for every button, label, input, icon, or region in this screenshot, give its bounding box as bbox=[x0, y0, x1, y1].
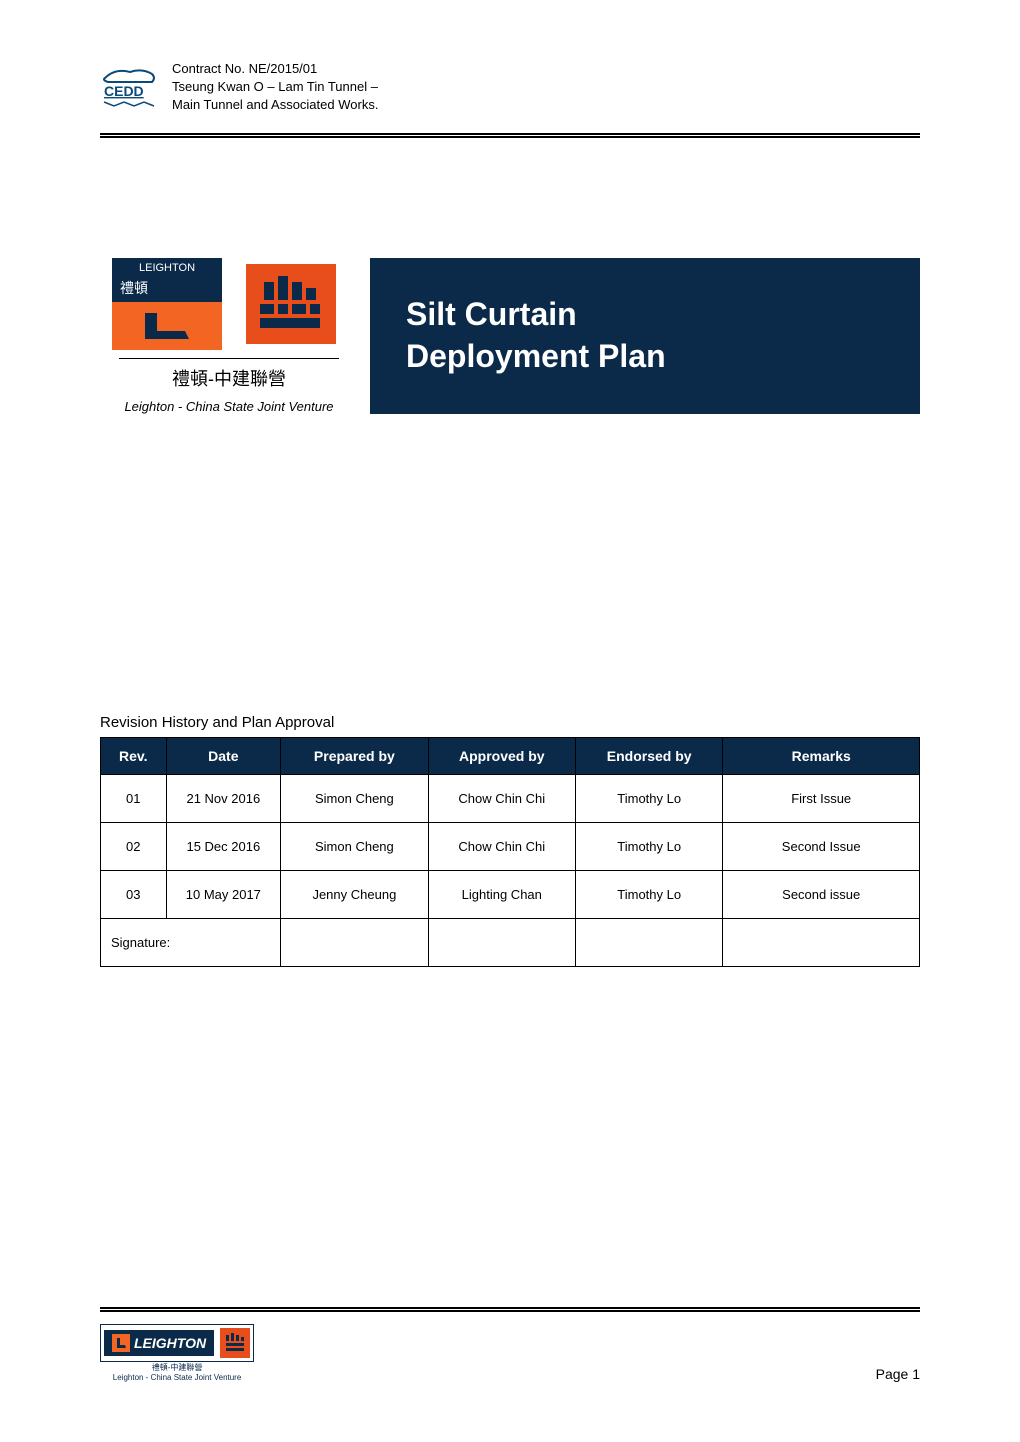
leighton-name-en: LEIGHTON bbox=[112, 258, 222, 278]
page-header: CEDD Contract No. NE/2015/01 Tseung Kwan… bbox=[100, 60, 920, 125]
col-remarks: Remarks bbox=[723, 738, 920, 775]
table-row: 03 10 May 2017 Jenny Cheung Lighting Cha… bbox=[101, 871, 920, 919]
footer-leighton: LEIGHTON bbox=[104, 1330, 214, 1356]
cscec-logo bbox=[236, 264, 346, 344]
cell-endorsed: Timothy Lo bbox=[575, 775, 722, 823]
table-header-row: Rev. Date Prepared by Approved by Endors… bbox=[101, 738, 920, 775]
cell-date: 21 Nov 2016 bbox=[166, 775, 281, 823]
doc-title-line1: Silt Curtain bbox=[406, 294, 920, 336]
footer-jv-logo: LEIGHTON bbox=[100, 1324, 254, 1362]
leighton-name-zh: 禮頓 bbox=[112, 278, 222, 302]
cell-prepared: Simon Cheng bbox=[281, 775, 428, 823]
cell-approved: Lighting Chan bbox=[428, 871, 575, 919]
cell-rev: 02 bbox=[101, 823, 167, 871]
contract-number: Contract No. NE/2015/01 bbox=[172, 60, 378, 78]
header-contract-text: Contract No. NE/2015/01 Tseung Kwan O – … bbox=[172, 60, 378, 115]
col-prepared: Prepared by bbox=[281, 738, 428, 775]
jv-name-en: Leighton - China State Joint Venture bbox=[124, 399, 333, 414]
cell-date: 10 May 2017 bbox=[166, 871, 281, 919]
cell-remarks: Second issue bbox=[723, 871, 920, 919]
cell-approved: Chow Chin Chi bbox=[428, 823, 575, 871]
contract-title-1: Tseung Kwan O – Lam Tin Tunnel – bbox=[172, 78, 378, 96]
col-endorsed: Endorsed by bbox=[575, 738, 722, 775]
signature-endorsed bbox=[575, 919, 722, 967]
signature-row: Signature: bbox=[101, 919, 920, 967]
cell-rev: 03 bbox=[101, 871, 167, 919]
jv-logo-block: LEIGHTON 禮頓 bbox=[100, 258, 370, 414]
signature-prepared bbox=[281, 919, 428, 967]
header-rule-1 bbox=[100, 133, 920, 135]
footer-sub-en: Leighton - China State Joint Venture bbox=[100, 1373, 254, 1382]
leighton-logo: LEIGHTON 禮頓 bbox=[112, 258, 222, 350]
title-banner: Silt Curtain Deployment Plan bbox=[370, 258, 920, 414]
signature-remarks bbox=[723, 919, 920, 967]
table-row: 01 21 Nov 2016 Simon Cheng Chow Chin Chi… bbox=[101, 775, 920, 823]
col-date: Date bbox=[166, 738, 281, 775]
footer-leighton-text: LEIGHTON bbox=[134, 1335, 206, 1351]
col-rev: Rev. bbox=[101, 738, 167, 775]
footer-sub-zh: 禮頓-中建聯營 bbox=[100, 1362, 254, 1373]
cell-prepared: Jenny Cheung bbox=[281, 871, 428, 919]
title-section: LEIGHTON 禮頓 bbox=[100, 258, 920, 414]
leighton-l-icon bbox=[112, 302, 222, 350]
cell-endorsed: Timothy Lo bbox=[575, 823, 722, 871]
logo-row: LEIGHTON 禮頓 bbox=[112, 258, 346, 350]
cell-prepared: Simon Cheng bbox=[281, 823, 428, 871]
cedd-text: CEDD bbox=[104, 83, 144, 99]
revision-table: Rev. Date Prepared by Approved by Endors… bbox=[100, 737, 920, 967]
cell-rev: 01 bbox=[101, 775, 167, 823]
cell-approved: Chow Chin Chi bbox=[428, 775, 575, 823]
signature-label: Signature: bbox=[101, 919, 281, 967]
footer-row: LEIGHTON 禮頓-中建聯營 Leighton - China State … bbox=[100, 1324, 920, 1382]
page-number: Page 1 bbox=[876, 1366, 920, 1382]
cedd-logo: CEDD bbox=[100, 60, 160, 115]
doc-title-line2: Deployment Plan bbox=[406, 336, 920, 378]
cell-endorsed: Timothy Lo bbox=[575, 871, 722, 919]
footer-rule-2 bbox=[100, 1310, 920, 1312]
jv-name-zh: 禮頓-中建聯營 bbox=[119, 358, 339, 391]
page-footer: LEIGHTON 禮頓-中建聯營 Leighton - China State … bbox=[100, 1307, 920, 1382]
footer-rule-1 bbox=[100, 1307, 920, 1309]
cell-remarks: Second Issue bbox=[723, 823, 920, 871]
footer-cscec-icon bbox=[220, 1328, 250, 1358]
footer-logo-block: LEIGHTON 禮頓-中建聯營 Leighton - China State … bbox=[100, 1324, 254, 1382]
col-approved: Approved by bbox=[428, 738, 575, 775]
header-rule-2 bbox=[100, 136, 920, 138]
cscec-icon bbox=[246, 264, 336, 344]
cell-date: 15 Dec 2016 bbox=[166, 823, 281, 871]
cell-remarks: First Issue bbox=[723, 775, 920, 823]
table-row: 02 15 Dec 2016 Simon Cheng Chow Chin Chi… bbox=[101, 823, 920, 871]
revision-heading: Revision History and Plan Approval bbox=[100, 714, 920, 731]
footer-l-icon bbox=[112, 1334, 130, 1352]
signature-approved bbox=[428, 919, 575, 967]
contract-title-2: Main Tunnel and Associated Works. bbox=[172, 96, 378, 114]
